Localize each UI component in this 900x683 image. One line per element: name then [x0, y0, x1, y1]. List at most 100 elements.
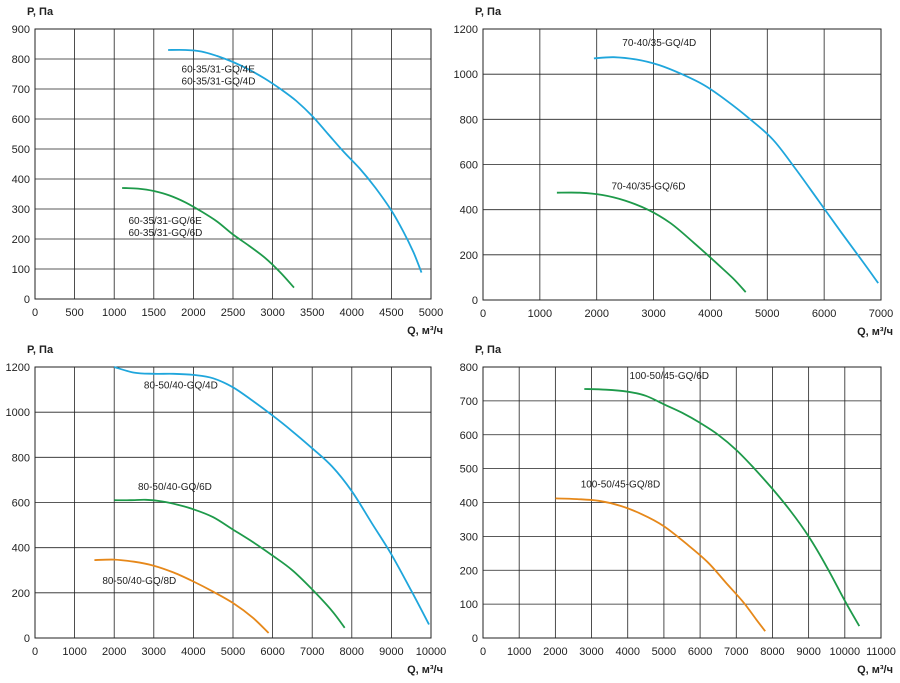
x-axis-label: Q, м³/ч [407, 325, 443, 337]
series-line [555, 497, 766, 632]
chart-1: 0 500 1000 1500 2000 2500 3000 3500 4000 4500 5000… [12, 6, 444, 337]
x-tick-label: 5000 [221, 646, 245, 658]
y-tick-label: 800 [12, 452, 30, 464]
series-label-line: 80-50/40-GQ/6D [138, 482, 212, 493]
x-axis-label: Q, м³/ч [857, 326, 893, 338]
series-label: 80-50/40-GQ/4D [144, 380, 218, 391]
y-axis-label: P, Па [475, 6, 502, 18]
series-line [122, 187, 295, 289]
y-tick-label: 800 [460, 362, 478, 374]
y-tick-label: 100 [460, 599, 478, 611]
series-line [584, 388, 861, 627]
x-tick-label: 500 [65, 307, 83, 319]
series-label-line: 60-35/31-GQ/4E [182, 65, 256, 76]
x-tick-label: 2000 [181, 307, 205, 319]
y-tick-label: 300 [460, 531, 478, 543]
y-tick-label: 700 [12, 84, 30, 96]
y-tick-label: 700 [460, 396, 478, 408]
y-tick-label: 200 [460, 565, 478, 577]
x-tick-label: 6000 [688, 646, 712, 658]
x-tick-label: 0 [32, 307, 38, 319]
x-tick-label: 3000 [142, 646, 166, 658]
x-tick-label: 10000 [830, 646, 861, 658]
series-label-line: 80-50/40-GQ/8D [102, 576, 176, 587]
x-tick-label: 2000 [543, 646, 567, 658]
y-tick-label: 600 [12, 114, 30, 126]
x-tick-label: 2000 [584, 308, 608, 320]
x-tick-label: 1000 [62, 646, 86, 658]
y-tick-label: 1200 [454, 24, 478, 36]
x-tick-label: 6000 [812, 308, 836, 320]
x-tick-label: 5000 [419, 307, 443, 319]
plot-frame [482, 366, 882, 639]
series-line [94, 558, 270, 634]
x-tick-label: 1500 [142, 307, 166, 319]
y-tick-label: 200 [460, 250, 478, 262]
series-line [556, 191, 747, 293]
chart-4: 0 1000 2000 3000 4000 5000 6000 7000 8000 9000 100… [460, 344, 896, 676]
x-tick-label: 5000 [755, 308, 779, 320]
series-line [593, 56, 879, 284]
x-tick-label: 0 [480, 646, 486, 658]
series-label-line: 100-50/45-GQ/8D [581, 479, 661, 490]
x-tick-label: 4000 [698, 308, 722, 320]
x-tick-label: 1000 [528, 308, 552, 320]
y-tick-label: 600 [460, 430, 478, 442]
y-tick-label: 200 [12, 588, 30, 600]
y-tick-label: 900 [12, 24, 30, 36]
x-tick-label: 2000 [102, 646, 126, 658]
x-tick-label: 5000 [652, 646, 676, 658]
x-tick-label: 7000 [724, 646, 748, 658]
y-tick-label: 400 [460, 205, 478, 217]
x-tick-label: 3000 [641, 308, 665, 320]
series-label-line: 100-50/45-GQ/6D [630, 371, 710, 382]
x-tick-label: 4000 [340, 307, 364, 319]
y-tick-label: 0 [472, 633, 478, 645]
x-tick-label: 1000 [102, 307, 126, 319]
y-axis-label: P, Па [27, 344, 54, 356]
series-label: 70-40/35-GQ/6D [611, 181, 685, 192]
plot-frame [34, 366, 432, 639]
y-tick-label: 1000 [6, 407, 30, 419]
y-tick-label: 100 [12, 264, 30, 276]
x-tick-label: 7000 [869, 308, 893, 320]
series-label-line: 60-35/31-GQ/6D [128, 228, 202, 239]
series-label: 70-40/35-GQ/4D [622, 38, 696, 49]
series-label-line: 60-35/31-GQ/4D [182, 77, 256, 88]
series-line [113, 366, 430, 625]
y-tick-label: 1200 [6, 362, 30, 374]
series-line [114, 498, 346, 629]
y-tick-label: 0 [472, 295, 478, 307]
y-tick-label: 600 [12, 498, 30, 510]
y-tick-label: 800 [12, 54, 30, 66]
x-tick-label: 3000 [260, 307, 284, 319]
y-tick-label: 0 [24, 294, 30, 306]
y-tick-label: 800 [460, 114, 478, 126]
plot-frame [482, 28, 882, 301]
x-tick-label: 0 [480, 308, 486, 320]
series-label-line: 80-50/40-GQ/4D [144, 380, 218, 391]
x-tick-label: 3500 [300, 307, 324, 319]
x-tick-label: 8000 [760, 646, 784, 658]
x-tick-label: 11000 [866, 646, 896, 658]
plot-frame [34, 28, 432, 300]
series-line [168, 48, 423, 273]
x-tick-label: 4000 [615, 646, 639, 658]
x-tick-label: 4000 [181, 646, 205, 658]
y-tick-label: 500 [12, 144, 30, 156]
series-label: 60-35/31-GQ/4E 60-35/31-GQ/4D [182, 65, 256, 88]
series-label: 60-35/31-GQ/6E 60-35/31-GQ/6D [128, 216, 202, 239]
x-tick-label: 1000 [507, 646, 531, 658]
y-axis-label: P, Па [475, 344, 502, 356]
x-tick-label: 9000 [796, 646, 820, 658]
series-label-line: 70-40/35-GQ/4D [622, 38, 696, 49]
x-tick-label: 3000 [579, 646, 603, 658]
y-axis-label: P, Па [27, 6, 54, 18]
series-label: 80-50/40-GQ/8D [102, 576, 176, 587]
series-label: 100-50/45-GQ/8D [581, 479, 661, 490]
x-tick-label: 7000 [300, 646, 324, 658]
y-tick-label: 400 [12, 543, 30, 555]
series-label-line: 60-35/31-GQ/6E [128, 216, 202, 227]
x-tick-label: 6000 [260, 646, 284, 658]
